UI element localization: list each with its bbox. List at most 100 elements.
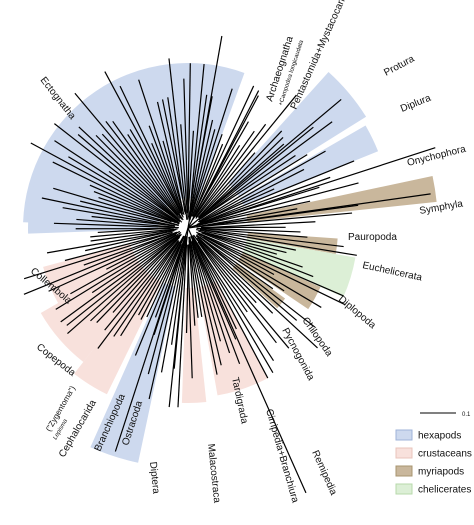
branch <box>198 239 257 304</box>
branch <box>198 143 285 219</box>
clade-shade <box>232 263 286 309</box>
branch <box>54 140 179 223</box>
branch <box>90 228 178 238</box>
branch <box>198 232 344 297</box>
branch <box>188 63 205 219</box>
branch <box>201 232 314 278</box>
branch <box>195 94 297 219</box>
legend-swatch <box>395 429 413 441</box>
branch <box>190 235 241 365</box>
branch <box>114 227 189 452</box>
branch <box>189 129 216 221</box>
branch <box>119 85 183 216</box>
branch <box>187 35 223 229</box>
clade-label: Ectognatha <box>38 75 78 122</box>
branch <box>198 126 314 221</box>
branch <box>195 234 316 328</box>
branch <box>95 134 183 223</box>
branch <box>54 123 181 223</box>
clade-label: Diplura <box>399 93 433 115</box>
branch <box>85 229 175 252</box>
branch <box>189 236 218 375</box>
legend-swatch <box>395 465 413 477</box>
legend-label: crustaceans <box>418 449 472 460</box>
branch <box>201 228 344 248</box>
legend-label: hexapods <box>418 431 461 442</box>
branch <box>187 95 259 229</box>
branch <box>101 133 179 218</box>
branch <box>189 240 203 318</box>
branch <box>187 98 342 229</box>
branch <box>201 200 311 225</box>
clade-shade <box>246 176 437 222</box>
branch <box>200 137 284 218</box>
branch <box>185 244 190 334</box>
branch <box>190 119 214 213</box>
branch <box>83 231 178 266</box>
branch <box>70 234 177 295</box>
branch <box>197 241 248 313</box>
branch <box>52 161 180 225</box>
branch <box>138 235 185 316</box>
branch <box>113 241 179 337</box>
branch <box>104 240 179 331</box>
branch <box>201 227 301 233</box>
branch <box>198 233 346 306</box>
clade-label: Diptera <box>147 461 161 495</box>
clade-label: Remipedia <box>309 449 339 498</box>
branch <box>201 155 296 218</box>
branch <box>187 193 431 229</box>
branch <box>170 236 188 345</box>
branch <box>196 227 308 238</box>
branch <box>198 130 283 219</box>
branch <box>191 241 222 366</box>
branch <box>190 88 233 217</box>
clade-label: Euchelicerata <box>361 260 423 283</box>
branch <box>201 168 305 223</box>
branch <box>104 71 182 214</box>
clade-shade <box>242 238 356 298</box>
branch <box>146 235 185 318</box>
branch <box>194 130 255 217</box>
clade-shade <box>239 125 379 206</box>
branch <box>108 170 181 223</box>
clade-label: Cirripedia+Branchiura <box>263 408 300 505</box>
branch <box>196 237 290 349</box>
branch <box>188 236 199 318</box>
branch <box>192 145 241 220</box>
clade-shade <box>90 282 176 463</box>
branch <box>168 227 189 408</box>
branch <box>198 236 274 290</box>
clade-label: Protura <box>382 53 417 78</box>
branch <box>197 233 285 292</box>
legend-label: myriapods <box>418 467 464 478</box>
clade-shade <box>181 287 207 404</box>
branch <box>96 233 182 323</box>
scale-label: 0.1 <box>462 412 471 418</box>
branch <box>200 121 333 219</box>
branch <box>198 208 298 227</box>
branch <box>68 156 181 224</box>
branch <box>106 232 178 270</box>
clade-label: Malacostraca <box>205 443 222 504</box>
branch <box>197 154 308 223</box>
branch <box>112 236 181 313</box>
branch <box>80 200 179 227</box>
branch <box>188 240 196 326</box>
branch <box>90 234 182 322</box>
branch <box>60 235 180 323</box>
clade-label: Pauropoda <box>348 232 397 243</box>
branch <box>53 222 179 229</box>
branch <box>41 197 176 227</box>
branch <box>192 236 269 379</box>
clade-label: Onychophora <box>406 144 467 169</box>
branch <box>199 236 298 321</box>
branch <box>151 143 184 218</box>
branch <box>191 239 231 354</box>
branch <box>89 184 176 224</box>
branch <box>154 240 185 318</box>
branch <box>187 227 307 494</box>
branch <box>202 236 322 308</box>
branch <box>180 124 188 214</box>
